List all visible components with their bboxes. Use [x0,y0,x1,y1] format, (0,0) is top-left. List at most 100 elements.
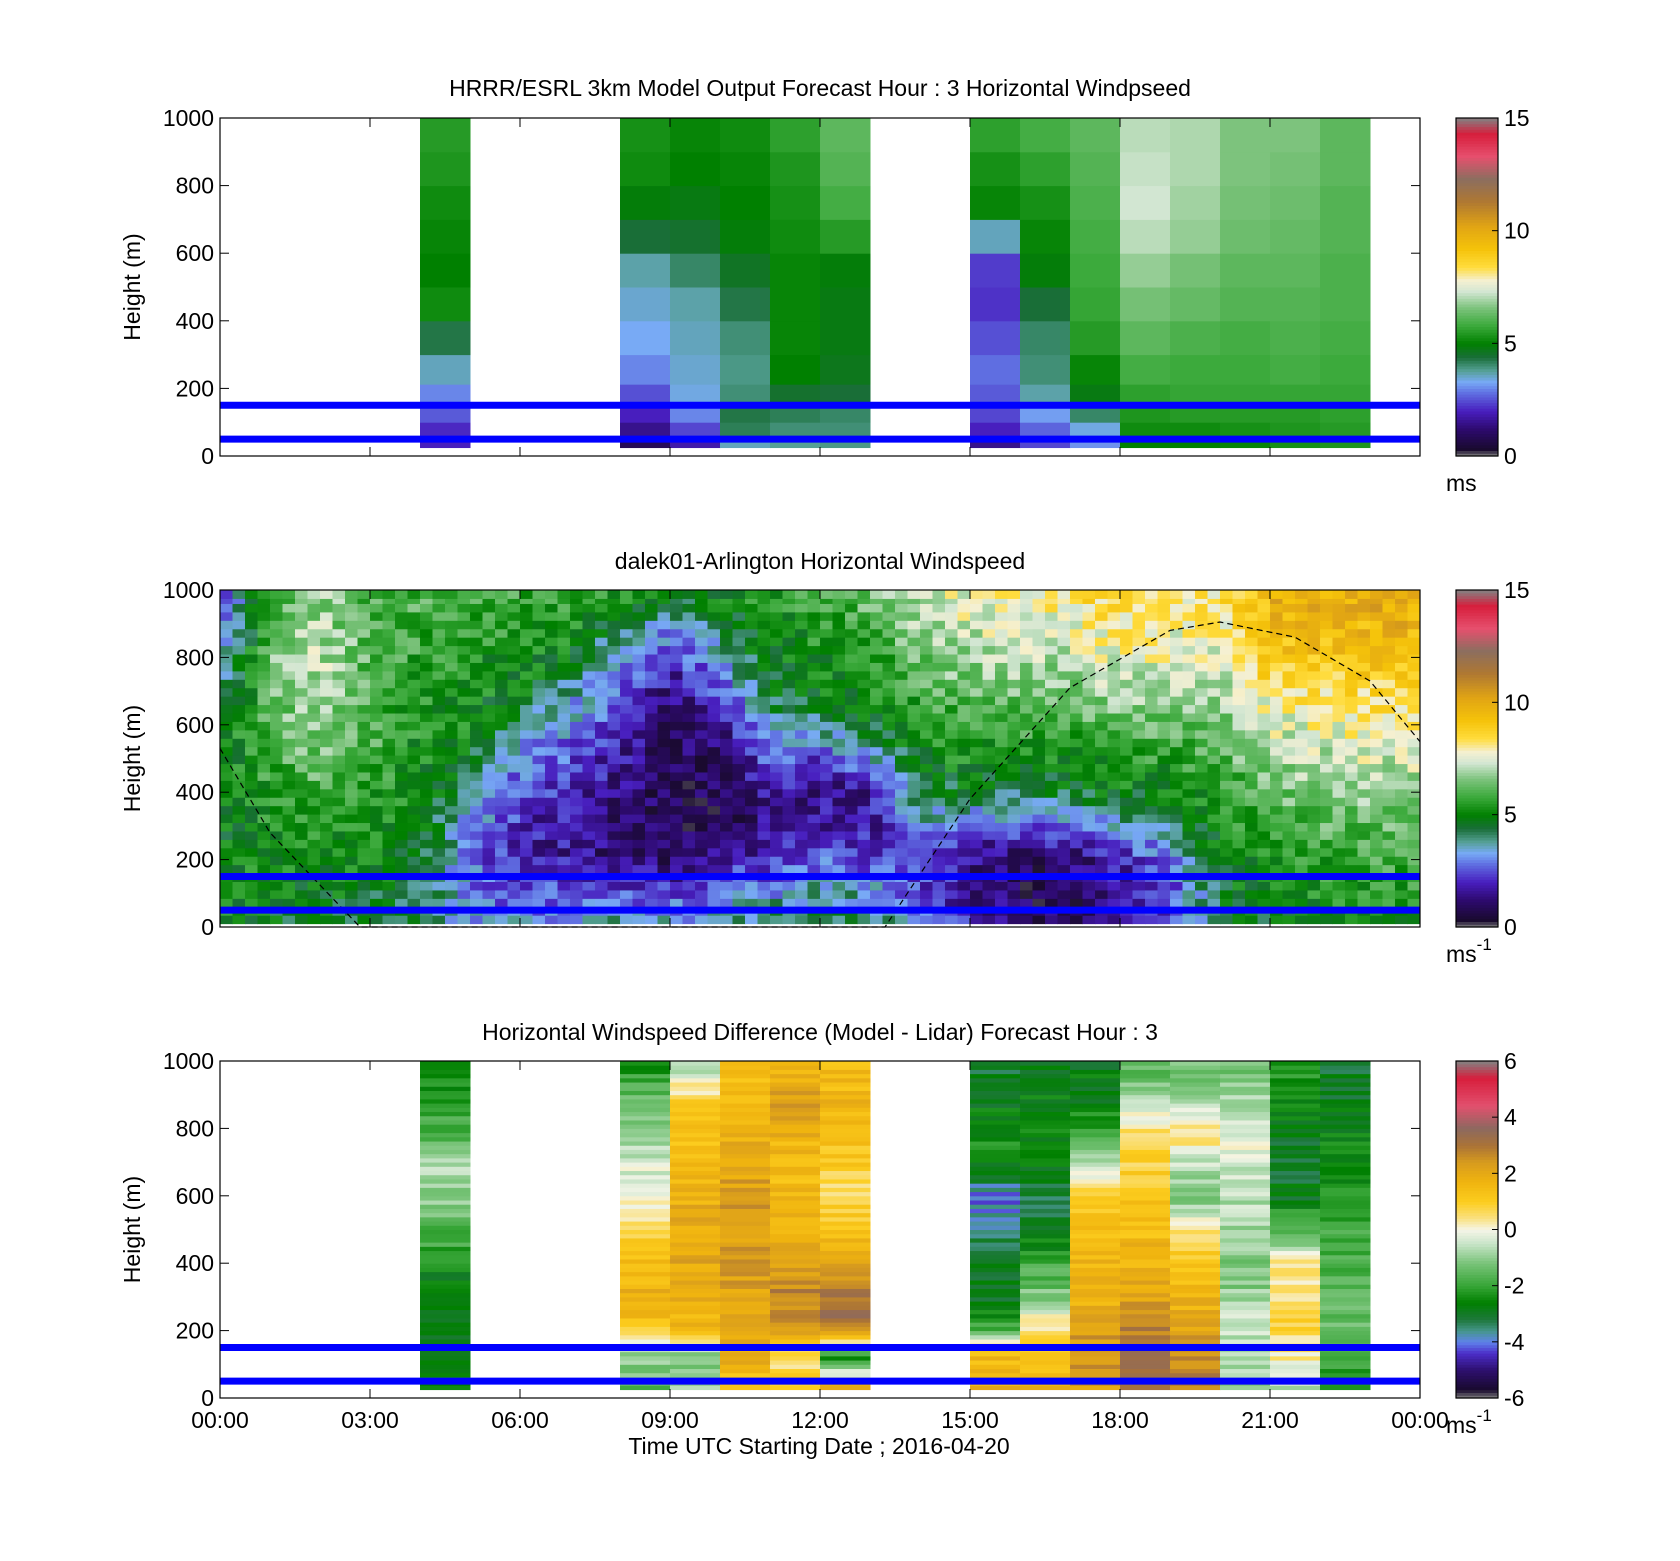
heatmap-cell [620,1339,671,1344]
colorbar-swatch [1456,351,1498,356]
heatmap-cell [232,729,246,739]
heatmap-cell [1395,797,1408,807]
heatmap-cell [357,696,371,706]
heatmap-cell [232,611,246,621]
heatmap-cell [1370,755,1383,765]
colorbar-swatch [1456,151,1498,156]
heatmap-cell [1270,595,1283,604]
heatmap-cell [720,856,733,866]
heatmap-cell [595,687,608,697]
heatmap-cell [1032,662,1046,672]
heatmap-cell [920,679,933,689]
heatmap-cell [945,721,958,731]
heatmap-cell [1157,738,1171,748]
heatmap-cell [695,645,708,655]
heatmap-cell [420,679,433,689]
heatmap-cell [620,738,633,748]
heatmap-cell [720,830,733,840]
heatmap-cell [870,654,883,663]
heatmap-cell [1020,1191,1071,1197]
heatmap-cell [820,628,833,638]
heatmap-cell [1307,620,1321,630]
heatmap-cell [832,729,846,739]
heatmap-cell [545,771,558,781]
heatmap-cell [570,637,583,647]
heatmap-cell [1120,814,1133,824]
heatmap-cell [782,654,796,663]
heatmap-cell [1395,780,1408,790]
heatmap-cell [1045,654,1058,663]
heatmap-cell [1357,763,1371,773]
heatmap-cell [245,915,258,925]
heatmap-cell [1357,788,1371,798]
heatmap-cell [420,1271,471,1277]
heatmap-cell [770,1284,821,1289]
heatmap-cell [1070,915,1083,925]
heatmap-cell [782,763,796,773]
heatmap-cell [857,662,871,672]
heatmap-cell [1045,590,1058,599]
heatmap-cell [1095,713,1108,722]
heatmap-cell [720,1280,771,1285]
heatmap-cell [245,729,258,739]
heatmap-cell [1245,595,1258,604]
heatmap-cell [820,704,833,714]
heatmap-cell [295,595,308,604]
heatmap-cell [407,755,421,765]
heatmap-cell [970,1292,1021,1298]
heatmap-cell [832,847,846,857]
heatmap-cell [707,814,721,824]
heatmap-cell [1270,746,1283,756]
heatmap-cell [1407,595,1421,604]
heatmap-cell [795,797,808,807]
colorbar-swatch [1456,615,1498,619]
heatmap-cell [1270,729,1283,739]
heatmap-cell [607,628,621,638]
heatmap-cell [595,645,608,655]
heatmap-cell [1020,320,1071,356]
heatmap-cell [1320,354,1371,385]
heatmap-cell [620,1288,671,1294]
heatmap-cell [820,1237,871,1243]
heatmap-cell [620,384,671,406]
heatmap-cell [620,1368,671,1374]
heatmap-cell [1295,898,1308,908]
heatmap-cell [770,889,783,899]
heatmap-cell [957,864,971,874]
colorbar-swatch [1456,733,1498,737]
heatmap-cell [1157,704,1171,714]
colorbar-swatch [1456,657,1498,661]
heatmap-cell [807,822,821,832]
heatmap-cell [720,219,771,254]
heatmap-cell [532,847,546,857]
heatmap-cell [245,898,258,908]
heatmap-cell [332,620,346,630]
heatmap-cell [507,847,521,857]
heatmap-cell [420,1330,471,1336]
heatmap-cell [1282,898,1296,908]
heatmap-cell [620,1229,671,1235]
heatmap-cell [932,746,946,756]
heatmap-cell [957,654,971,663]
heatmap-cell [1320,603,1333,613]
heatmap-cell [420,1191,471,1197]
heatmap-cell [1020,1225,1071,1230]
heatmap-cell [732,763,746,773]
heatmap-cell [682,746,696,756]
heatmap-cell [270,603,283,613]
heatmap-cell [1282,729,1296,739]
heatmap-cell [995,788,1008,798]
heatmap-cell [957,670,971,680]
heatmap-cell [1257,696,1271,706]
heatmap-cell [1407,679,1421,689]
heatmap-cell [957,603,971,613]
y-tick-label: 0 [201,443,214,469]
heatmap-cell [720,1136,771,1142]
heatmap-cell [407,797,421,807]
heatmap-cell [257,755,271,765]
heatmap-cell [1382,704,1396,714]
colorbar-swatch [1456,904,1498,908]
heatmap-cell [932,898,946,908]
